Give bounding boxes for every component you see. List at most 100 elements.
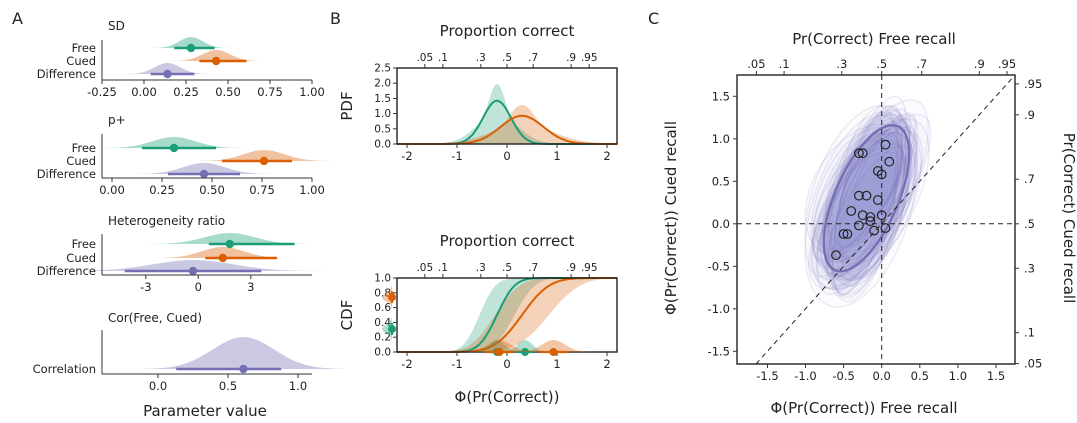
subject-point: [880, 223, 891, 233]
heterogeneity-ratio-cued-density: [155, 247, 291, 258]
sd-cued-label: Cued: [66, 54, 96, 68]
heterogeneity-ratio-free-density: [149, 233, 311, 244]
scatter-y-tick-label: -1.0: [708, 302, 730, 316]
cdf-cued-marginal-point: [495, 348, 504, 356]
subject-point: [876, 210, 887, 221]
sd-cued-median: [212, 56, 221, 66]
pdf-free-band: [397, 83, 617, 144]
cdf-x-tick-label: 2: [603, 357, 610, 371]
pdf-y-tick-label: 0.0: [374, 139, 391, 151]
sd-facet-title: SD: [108, 19, 125, 33]
pdf-cued-band: [397, 104, 617, 144]
cdf-x-tick-label: 0: [503, 357, 510, 371]
scatter-x-tick-label: 0.5: [911, 369, 929, 383]
scatter-right-tick-label: .5: [1024, 217, 1035, 231]
heterogeneity-ratio-x-tick-label: -3: [140, 280, 151, 294]
posterior-ellipse-sample: [810, 108, 912, 278]
cdf-cued-band: [397, 278, 617, 352]
subject-point: [861, 190, 872, 201]
cdf-free-marginal-density: [501, 340, 549, 352]
sd-difference-label: Difference: [37, 67, 96, 81]
cdf-top-tick-label: .7: [528, 262, 538, 274]
pdf-top-tick-label: .05: [416, 52, 433, 64]
posterior-ellipse-sample: [838, 108, 912, 280]
cdf-y-tick-label: 0.2: [374, 332, 391, 344]
pdf-x-tick-label: -1: [451, 149, 462, 163]
posterior-ellipse-sample: [813, 126, 917, 261]
heterogeneity-ratio-x-tick-label: 3: [247, 280, 254, 294]
posterior-ellipse-sample: [826, 145, 911, 264]
cdf-x-label: Φ(Pr(Correct)): [455, 388, 560, 406]
posterior-ellipse-sample: [827, 114, 919, 287]
scatter-x-tick-label: 1.0: [949, 369, 967, 383]
subject-point: [873, 195, 883, 205]
pdf-y-tick-label: 1.0: [374, 108, 391, 120]
subject-point: [869, 225, 879, 236]
heterogeneity-ratio-difference-density: [64, 260, 322, 271]
subject-point: [838, 229, 849, 239]
p--x-tick-label: 0.00: [99, 183, 125, 197]
cdf-top-tick-label: .3: [476, 262, 486, 274]
sd-free-label: Free: [72, 41, 96, 55]
posterior-ellipse-sample: [832, 105, 907, 303]
cdf-cued-marginal-density: [518, 340, 589, 352]
scatter-right-tick-label: .9: [1024, 108, 1035, 122]
cdf-top-tick-label: .5: [502, 262, 512, 274]
cdf-top-axis-title: Proportion correct: [440, 232, 575, 250]
cdf-cued-marginal-point: [549, 348, 558, 356]
posterior-ellipse-sample: [807, 129, 924, 289]
cdf-top-tick-label: .1: [438, 262, 448, 274]
panel-label-c: C: [648, 9, 659, 28]
cdf-cued-side-density: [382, 283, 392, 311]
subject-point: [854, 220, 864, 231]
identity-line: [755, 74, 1016, 365]
subject-point: [884, 156, 895, 167]
cor-free-cued--correlation-label: Correlation: [33, 362, 96, 376]
posterior-ellipse-sample: [824, 132, 900, 248]
cdf-free-side-point: [388, 325, 396, 334]
scatter-right-tick-label: .95: [1024, 77, 1042, 91]
cor-free-cued--x-tick-label: 1.0: [289, 379, 307, 393]
subject-point: [876, 169, 887, 180]
sd-x-tick-label: 0.75: [257, 85, 283, 99]
scatter-y-tick-label: 1.0: [712, 132, 730, 146]
pdf-top-tick-label: .7: [528, 52, 538, 64]
subject-point: [880, 139, 891, 150]
p--difference-median: [199, 169, 209, 179]
cor-free-cued--x-tick-label: 0.0: [149, 379, 167, 393]
posterior-ellipse-sample: [825, 113, 899, 274]
posterior-ellipse-sample: [830, 125, 919, 281]
subject-point: [857, 210, 868, 221]
scatter-top-tick-label: .3: [836, 57, 847, 71]
p--cued-median: [259, 156, 269, 166]
cor-free-cued--correlation-density: [144, 337, 343, 369]
p--cued-label: Cued: [66, 154, 96, 168]
pdf-y-tick-label: 0.5: [374, 123, 391, 135]
scatter-top-tick-label: .1: [779, 57, 790, 71]
pdf-y-tick-label: 2.5: [374, 63, 391, 75]
posterior-ellipse-sample: [830, 130, 903, 263]
heterogeneity-ratio-x-tick-label: 0: [195, 280, 202, 294]
posterior-ellipse-sample: [819, 99, 930, 276]
posterior-ellipse-sample: [824, 95, 908, 289]
pdf-top-tick-label: .5: [502, 52, 512, 64]
scatter-top-tick-label: .95: [998, 57, 1016, 71]
cdf-free-marginal-point: [521, 348, 529, 356]
scatter-frame: [736, 74, 1016, 365]
p--x-tick-label: 1.00: [299, 183, 325, 197]
cdf-free-marginal-density: [473, 340, 521, 352]
subject-point: [831, 250, 841, 261]
scatter-y-tick-label: 0.0: [712, 217, 730, 231]
p--x-tick-label: 0.25: [149, 183, 175, 197]
heterogeneity-ratio-difference-label: Difference: [37, 264, 96, 278]
scatter-y-label: Φ(Pr(Correct)) Cued recall: [662, 121, 680, 315]
subject-point: [854, 148, 864, 159]
scatter-y-tick-label: 1.5: [712, 89, 730, 103]
cdf-top-tick-label: .9: [566, 262, 576, 274]
sd-x-tick-label: -0.25: [87, 85, 117, 99]
sd-difference-density: [126, 63, 209, 74]
scatter-top-tick-label: .7: [916, 57, 927, 71]
